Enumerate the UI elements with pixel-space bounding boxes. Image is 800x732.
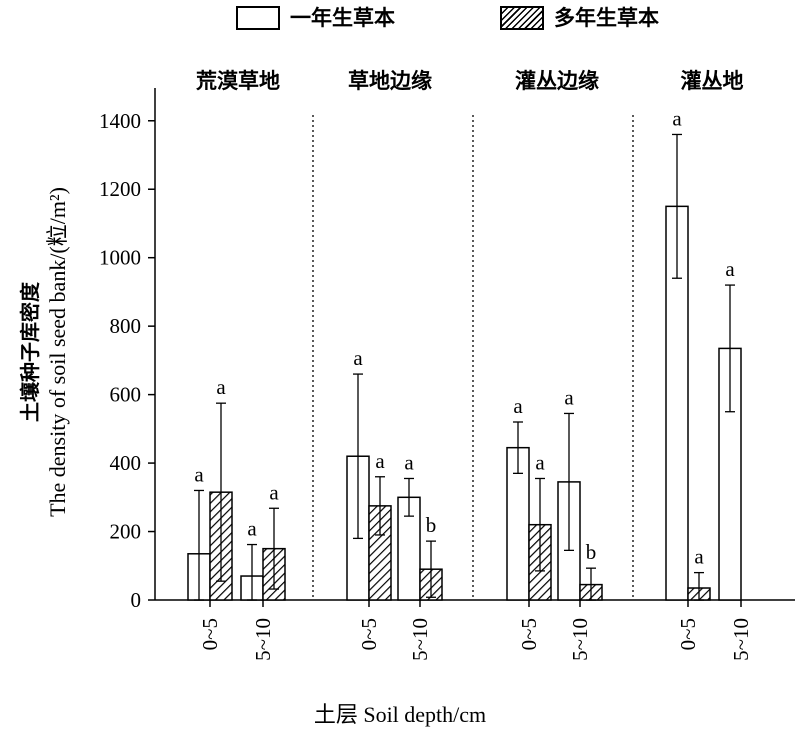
group-title: 灌丛边缘 — [515, 69, 599, 93]
x-tick-label: 5~10 — [251, 618, 275, 661]
y-tick-label: 600 — [110, 383, 142, 407]
significance-label: b — [426, 513, 437, 537]
significance-label: a — [694, 545, 704, 569]
legend-swatch-perennial — [500, 6, 544, 30]
significance-label: a — [216, 375, 226, 399]
significance-label: a — [194, 462, 204, 486]
significance-label: a — [725, 257, 735, 281]
y-tick-label: 1400 — [99, 109, 141, 133]
group-title: 荒漠草地 — [196, 69, 280, 93]
y-tick-label: 1000 — [99, 246, 141, 270]
significance-label: a — [535, 450, 545, 474]
x-tick-label: 5~10 — [408, 618, 432, 661]
significance-label: a — [375, 449, 385, 473]
legend-swatch-annual — [236, 6, 280, 30]
x-tick-label: 5~10 — [729, 618, 753, 661]
x-axis-title-text: 土层 Soil depth/cm — [313, 702, 487, 727]
significance-label: a — [564, 385, 574, 409]
significance-label: a — [269, 480, 279, 504]
x-axis-title: 土层 Soil depth/cm — [0, 702, 800, 728]
group-title: 灌丛地 — [681, 69, 744, 93]
y-tick-label: 400 — [110, 451, 142, 475]
significance-label: a — [353, 346, 363, 370]
significance-label: a — [513, 394, 523, 418]
x-tick-label: 0~5 — [357, 618, 381, 650]
y-tick-label: 200 — [110, 520, 142, 544]
significance-label: b — [586, 540, 597, 564]
significance-label: a — [404, 450, 414, 474]
y-tick-label: 0 — [131, 588, 142, 612]
group-title: 草地边缘 — [348, 69, 432, 93]
x-tick-label: 0~5 — [517, 618, 541, 650]
x-tick-label: 0~5 — [676, 618, 700, 650]
y-tick-label: 1200 — [99, 177, 141, 201]
legend-label-annual: 一年生草本 — [290, 6, 395, 30]
significance-label: a — [247, 517, 257, 541]
y-tick-label: 800 — [110, 314, 142, 338]
x-tick-label: 0~5 — [198, 618, 222, 650]
legend-label-perennial: 多年生草本 — [554, 6, 659, 30]
x-tick-label: 5~10 — [568, 618, 592, 661]
significance-label: a — [672, 106, 682, 130]
